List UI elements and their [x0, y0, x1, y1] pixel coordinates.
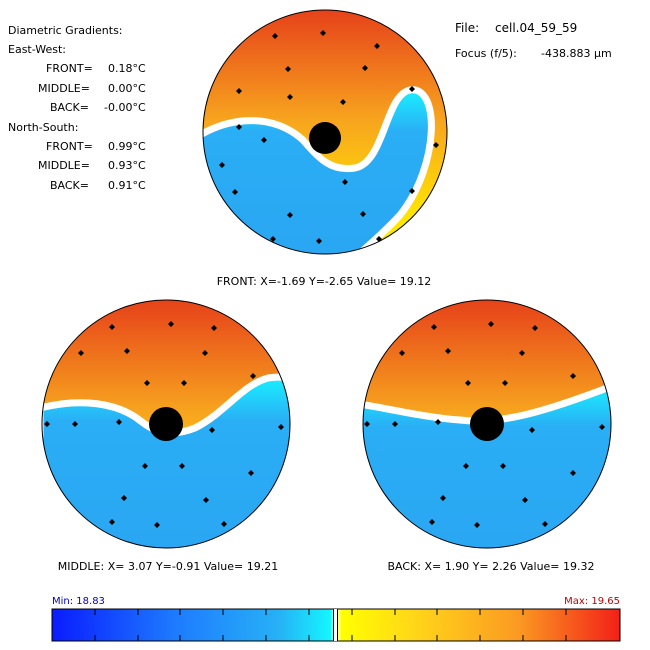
file-label: File: [455, 21, 480, 35]
color-scale-ticks [94, 609, 567, 641]
ns-front-value: 0.99°C [108, 140, 146, 153]
middle-circle-outline [41, 299, 291, 549]
front-center-marker [309, 122, 341, 154]
back-center-marker [470, 407, 504, 441]
scale-isotherm-marker-inner [334, 609, 337, 641]
back-circle-outline [362, 299, 612, 549]
north-south-heading: North-South: [8, 121, 79, 134]
middle-center-marker [149, 407, 183, 441]
middle-caption: MIDDLE: X= 3.07 Y=-0.91 Value= 19.21 [58, 560, 279, 573]
back-caption: BACK: X= 1.90 Y= 2.26 Value= 19.32 [387, 560, 594, 573]
ew-middle-value: 0.00°C [108, 82, 146, 95]
middle-plot [41, 299, 291, 549]
front-caption: FRONT: X=-1.69 Y=-2.65 Value= 19.12 [217, 275, 432, 288]
scale-min-label: Min: 18.83 [52, 596, 105, 607]
ns-middle-value: 0.93°C [108, 159, 146, 172]
gradients-title: Diametric Gradients: [8, 24, 123, 37]
front-plot [202, 9, 448, 255]
ns-front-label: FRONT= [46, 140, 93, 153]
focus-value: -438.883 μm [541, 47, 612, 60]
scale-max-label: Max: 19.65 [564, 596, 620, 607]
ns-back-label: BACK= [50, 179, 89, 192]
ns-back-value: 0.91°C [108, 179, 146, 192]
focus-label: Focus (f/5): [455, 47, 517, 60]
ew-front-label: FRONT= [46, 62, 93, 75]
front-circle-outline [202, 9, 448, 255]
back-plot [362, 299, 612, 549]
ns-middle-label: MIDDLE= [38, 159, 90, 172]
ew-back-label: BACK= [50, 101, 89, 114]
ew-back-value: -0.00°C [104, 101, 146, 114]
ew-front-value: 0.18°C [108, 62, 146, 75]
ew-middle-label: MIDDLE= [38, 82, 90, 95]
east-west-heading: East-West: [8, 43, 67, 56]
file-name: cell.04_59_59 [495, 21, 578, 35]
front-cool-region [203, 86, 435, 254]
